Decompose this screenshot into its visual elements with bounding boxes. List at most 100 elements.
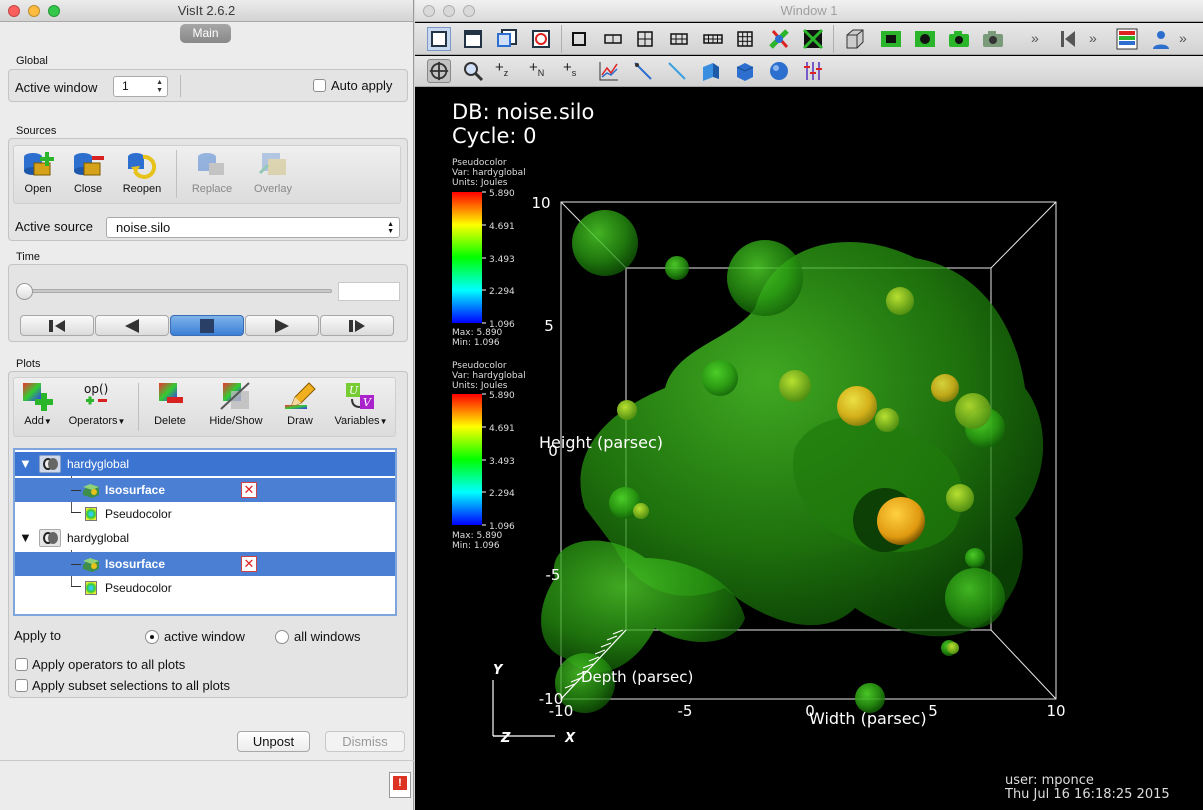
tree-branch — [71, 490, 81, 491]
operator-item-isosurface-1[interactable]: Isosurface ✕ — [15, 478, 395, 502]
depth-axis-title: Depth (parsec) — [581, 668, 693, 686]
remove-operator-icon[interactable]: ✕ — [241, 556, 257, 572]
time-slider-track[interactable] — [20, 289, 332, 293]
node-pick-mode-icon[interactable]: +N — [529, 59, 545, 78]
perspective-view-icon[interactable] — [843, 27, 867, 51]
layout-2x3-icon[interactable] — [667, 27, 691, 51]
line-out-mode-icon[interactable] — [597, 59, 621, 83]
remove-operator-icon[interactable]: ✕ — [241, 482, 257, 498]
operator-item-isosurface-2[interactable]: Isosurface ✕ — [15, 552, 395, 576]
save-movie-camera-icon[interactable] — [981, 27, 1005, 51]
y-tick-label: 0 — [548, 442, 558, 460]
section-time-label: Time — [16, 251, 41, 263]
legend-tick-marks — [482, 191, 486, 526]
draw-button[interactable]: Draw — [280, 381, 320, 427]
expand-triangle-icon[interactable]: ▼ — [19, 456, 32, 471]
active-window-spinbox[interactable]: 1 ▲ ▼ — [113, 76, 168, 97]
plot-item-hardyglobal-2[interactable]: ▼ hardyglobal — [15, 526, 395, 550]
zoom-window-button[interactable] — [48, 5, 60, 17]
expand-triangle-icon[interactable]: ▼ — [19, 530, 32, 545]
play-button[interactable] — [245, 315, 319, 336]
plane-tool-icon[interactable] — [699, 59, 723, 83]
time-slider-knob[interactable] — [16, 283, 33, 300]
hide-show-toggle-icon[interactable] — [39, 455, 61, 473]
spreadsheet-pick-mode-icon[interactable]: +s — [563, 59, 577, 78]
step-back-button[interactable] — [20, 315, 94, 336]
zoom-mode-icon[interactable] — [461, 59, 485, 83]
add-window-icon[interactable] — [461, 27, 485, 51]
subplot-item-pseudocolor-2[interactable]: Pseudocolor — [15, 576, 395, 600]
tab-main[interactable]: Main — [180, 24, 231, 43]
delete-window-icon[interactable] — [529, 27, 553, 51]
hide-show-label: Hide/Show — [209, 415, 263, 427]
active-window-radio[interactable] — [145, 630, 159, 644]
time-state-field[interactable] — [338, 282, 400, 301]
lock-time-icon[interactable] — [913, 27, 937, 51]
play-reverse-button[interactable] — [95, 315, 169, 336]
line-tool-icon[interactable] — [665, 59, 689, 83]
box-tool-icon[interactable] — [733, 59, 757, 83]
window-controls — [423, 5, 475, 17]
add-plot-button[interactable]: Add▼ — [17, 381, 59, 427]
layout-1x1-icon[interactable] — [567, 27, 591, 51]
render-canvas[interactable]: 10 5 0 -5 -10 -10 -5 0 5 10 Height (pars… — [415, 88, 1203, 810]
close-source-button[interactable]: Close — [67, 149, 109, 195]
lineout-tool-icon[interactable] — [631, 59, 655, 83]
clone-window-icon[interactable] — [495, 27, 519, 51]
all-windows-radio[interactable] — [275, 630, 289, 644]
navigate-mode-icon[interactable] — [427, 59, 451, 83]
save-image-camera-icon[interactable] — [947, 27, 971, 51]
zoom-window-button[interactable] — [463, 5, 475, 17]
plot-item-hardyglobal-1[interactable]: ▼ hardyglobal — [15, 452, 395, 476]
unpost-button[interactable]: Unpost — [237, 731, 310, 752]
operator-name: Isosurface — [105, 557, 166, 571]
auto-apply-checkbox[interactable] — [313, 79, 326, 92]
delete-label: Delete — [154, 415, 186, 427]
viewer-titlebar: Window 1 — [415, 0, 1203, 22]
tree-branch — [71, 512, 81, 513]
toolbar-overflow-icon[interactable]: » — [1031, 30, 1039, 46]
toolbar-overflow-icon[interactable]: » — [1089, 30, 1097, 46]
axis-restriction-tool-icon[interactable] — [801, 59, 825, 83]
apply-subset-checkbox[interactable] — [15, 679, 28, 692]
toolbar-overflow-icon[interactable]: » — [1179, 30, 1187, 46]
zone-pick-mode-icon[interactable]: +z — [495, 59, 509, 78]
set-mode-icon[interactable] — [801, 27, 825, 51]
variables-button[interactable]: U V Variables▼ — [330, 381, 392, 427]
invert-background-icon[interactable] — [767, 27, 791, 51]
spin-arrows-icon[interactable]: ▲ ▼ — [156, 79, 163, 94]
overlay-source-button[interactable]: Overlay — [248, 149, 298, 195]
output-indicator-icon[interactable]: ! — [389, 772, 411, 798]
delete-plot-button[interactable]: Delete — [148, 381, 192, 427]
stop-button[interactable] — [170, 315, 244, 336]
lock-view-icon[interactable] — [879, 27, 903, 51]
close-window-button[interactable] — [8, 5, 20, 17]
close-window-button[interactable] — [423, 5, 435, 17]
hide-show-button[interactable]: Hide/Show — [204, 381, 268, 427]
hide-show-toggle-icon[interactable] — [39, 529, 61, 547]
minimize-window-button[interactable] — [443, 5, 455, 17]
layout-1x2-icon[interactable] — [601, 27, 625, 51]
dismiss-button[interactable]: Dismiss — [325, 731, 405, 752]
auto-apply-label: Auto apply — [331, 78, 393, 93]
active-source-combobox[interactable]: noise.silo ▲ ▼ — [106, 217, 400, 238]
step-forward-button[interactable] — [320, 315, 394, 336]
plot-list[interactable]: ▼ hardyglobal Isosurface ✕ Pseudocolor — [13, 448, 397, 616]
reopen-source-button[interactable]: Reopen — [119, 149, 165, 195]
layout-3x3-icon[interactable] — [733, 27, 757, 51]
interactor-user-icon[interactable] — [1149, 27, 1173, 51]
replace-source-button[interactable]: Replace — [188, 149, 236, 195]
active-window-radio-label: active window — [164, 629, 245, 644]
layout-2x2-icon[interactable] — [633, 27, 657, 51]
operators-icon: op() — [84, 382, 108, 405]
sphere-tool-icon[interactable] — [767, 59, 791, 83]
operators-button[interactable]: op() Operators▼ — [66, 381, 128, 427]
apply-operators-checkbox[interactable] — [15, 658, 28, 671]
open-source-button[interactable]: Open — [17, 149, 59, 195]
color-table-icon[interactable] — [1115, 27, 1139, 51]
subplot-item-pseudocolor-1[interactable]: Pseudocolor — [15, 502, 395, 526]
animation-step-back-icon[interactable] — [1055, 27, 1079, 51]
active-window-toggle-icon[interactable] — [427, 27, 451, 51]
layout-2x4-icon[interactable] — [701, 27, 725, 51]
minimize-window-button[interactable] — [28, 5, 40, 17]
